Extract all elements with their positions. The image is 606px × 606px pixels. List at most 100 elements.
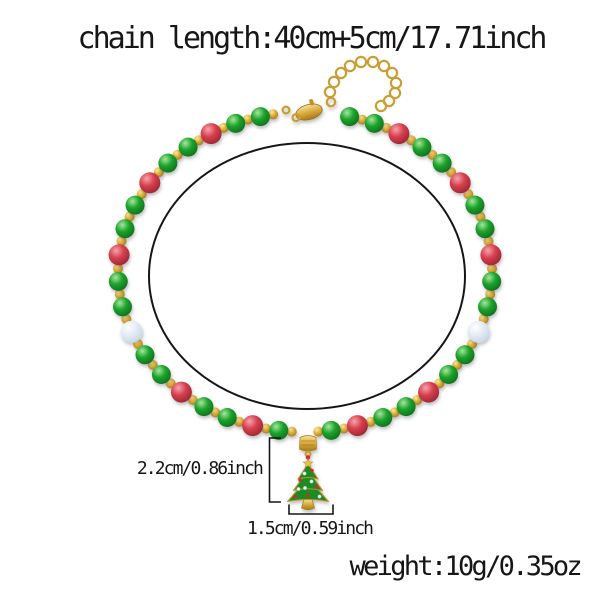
- chain-link: [388, 86, 402, 100]
- green-bead: [108, 271, 128, 291]
- gold-bead: [116, 236, 127, 247]
- green-bead: [439, 365, 459, 384]
- tree-topper-ball: [305, 455, 311, 460]
- extender-chain: [323, 55, 403, 113]
- green-bead: [321, 420, 341, 440]
- gold-bead: [286, 426, 297, 437]
- red-bead: [388, 123, 410, 145]
- red-bead: [108, 244, 130, 266]
- gold-bead: [389, 407, 400, 418]
- green-bead: [396, 397, 416, 417]
- chain-link: [334, 66, 348, 80]
- jump-ring: [281, 105, 291, 115]
- red-bead: [480, 244, 502, 266]
- tree-ornament: [310, 468, 314, 473]
- tree-ornament: [314, 485, 319, 489]
- gold-bead: [210, 407, 221, 418]
- chain-link: [385, 66, 399, 80]
- tree-ornament: [302, 471, 307, 476]
- green-bead: [455, 345, 475, 365]
- green-bead: [178, 137, 198, 157]
- gold-bead: [114, 289, 125, 300]
- tree-ornament: [293, 495, 297, 499]
- green-bead: [269, 420, 289, 440]
- chain-length-label: chain length:40cm+5cm/17.71inch: [77, 21, 548, 56]
- opal-bead: [467, 320, 490, 343]
- gold-bead: [242, 114, 253, 125]
- green-bead: [465, 195, 485, 215]
- chain-link: [343, 59, 357, 73]
- green-bead: [217, 408, 237, 427]
- tree-tier-top: [297, 462, 319, 480]
- clasp-trigger: [309, 99, 314, 106]
- green-bead: [194, 397, 214, 417]
- tree-ornament: [317, 494, 322, 499]
- tree-tier-middle: [292, 469, 324, 492]
- tree-ornament: [296, 487, 301, 491]
- red-bead: [139, 172, 161, 194]
- gold-bead: [365, 416, 376, 427]
- red-bead: [346, 415, 368, 437]
- tree-ornaments: [293, 468, 322, 499]
- green-bead: [135, 345, 155, 365]
- green-bead: [432, 153, 452, 173]
- green-bead: [478, 297, 497, 317]
- pendant-height-label: 2.2cm/0.86inch: [136, 458, 264, 479]
- red-bead: [200, 123, 222, 145]
- claw-opening: [291, 112, 301, 123]
- chain-link: [377, 59, 391, 73]
- chain-link: [354, 55, 368, 69]
- gold-bead: [234, 416, 245, 427]
- gold-bead: [483, 236, 494, 247]
- chain-link: [389, 76, 403, 90]
- green-bead: [373, 408, 393, 427]
- tree-trunk: [301, 498, 315, 511]
- lobster-clasp: [281, 96, 337, 123]
- charm-bail-ridges: [301, 440, 315, 446]
- bead-strand: [108, 107, 502, 440]
- gold-bead: [338, 423, 349, 434]
- red-bead: [242, 415, 264, 437]
- weight-label: weight:10g/0.35oz: [349, 551, 583, 582]
- pendant-width-label: 1.5cm/0.59inch: [247, 518, 374, 539]
- tree-ornament: [303, 486, 307, 490]
- green-bead: [226, 113, 246, 133]
- tree-ornament: [309, 479, 314, 484]
- chain-link: [374, 99, 388, 113]
- clasp-body: [295, 103, 323, 121]
- chain-link: [327, 75, 341, 89]
- green-bead: [125, 195, 145, 215]
- gold-bead: [261, 423, 272, 434]
- gold-bead: [357, 114, 368, 125]
- green-bead: [364, 113, 384, 133]
- green-bead: [475, 219, 495, 239]
- green-bead: [340, 107, 360, 127]
- gold-bead: [313, 426, 324, 437]
- tree-ornament: [306, 493, 310, 498]
- height-measure-bracket: [268, 437, 281, 503]
- red-bead: [418, 381, 440, 403]
- width-measure-bracket: [288, 504, 334, 515]
- gold-bead: [487, 263, 497, 274]
- green-bead: [151, 365, 171, 384]
- green-bead: [115, 219, 135, 239]
- gold-bead: [113, 263, 123, 274]
- gold-bead: [381, 122, 392, 133]
- christmas-tree-charm: [286, 435, 330, 511]
- green-bead: [412, 137, 432, 157]
- red-bead: [170, 381, 192, 403]
- opal-bead: [120, 320, 143, 343]
- gold-bead: [485, 289, 496, 300]
- gold-bead: [218, 122, 229, 133]
- tree-ornament: [298, 478, 302, 482]
- clasp-ring: [325, 96, 337, 108]
- gold-bead: [268, 109, 279, 120]
- green-bead: [158, 153, 178, 173]
- green-bead: [113, 297, 132, 317]
- chain-link: [323, 85, 337, 99]
- red-bead: [449, 172, 471, 194]
- chain-link: [366, 55, 380, 69]
- chain-annotation-circle: [148, 142, 466, 410]
